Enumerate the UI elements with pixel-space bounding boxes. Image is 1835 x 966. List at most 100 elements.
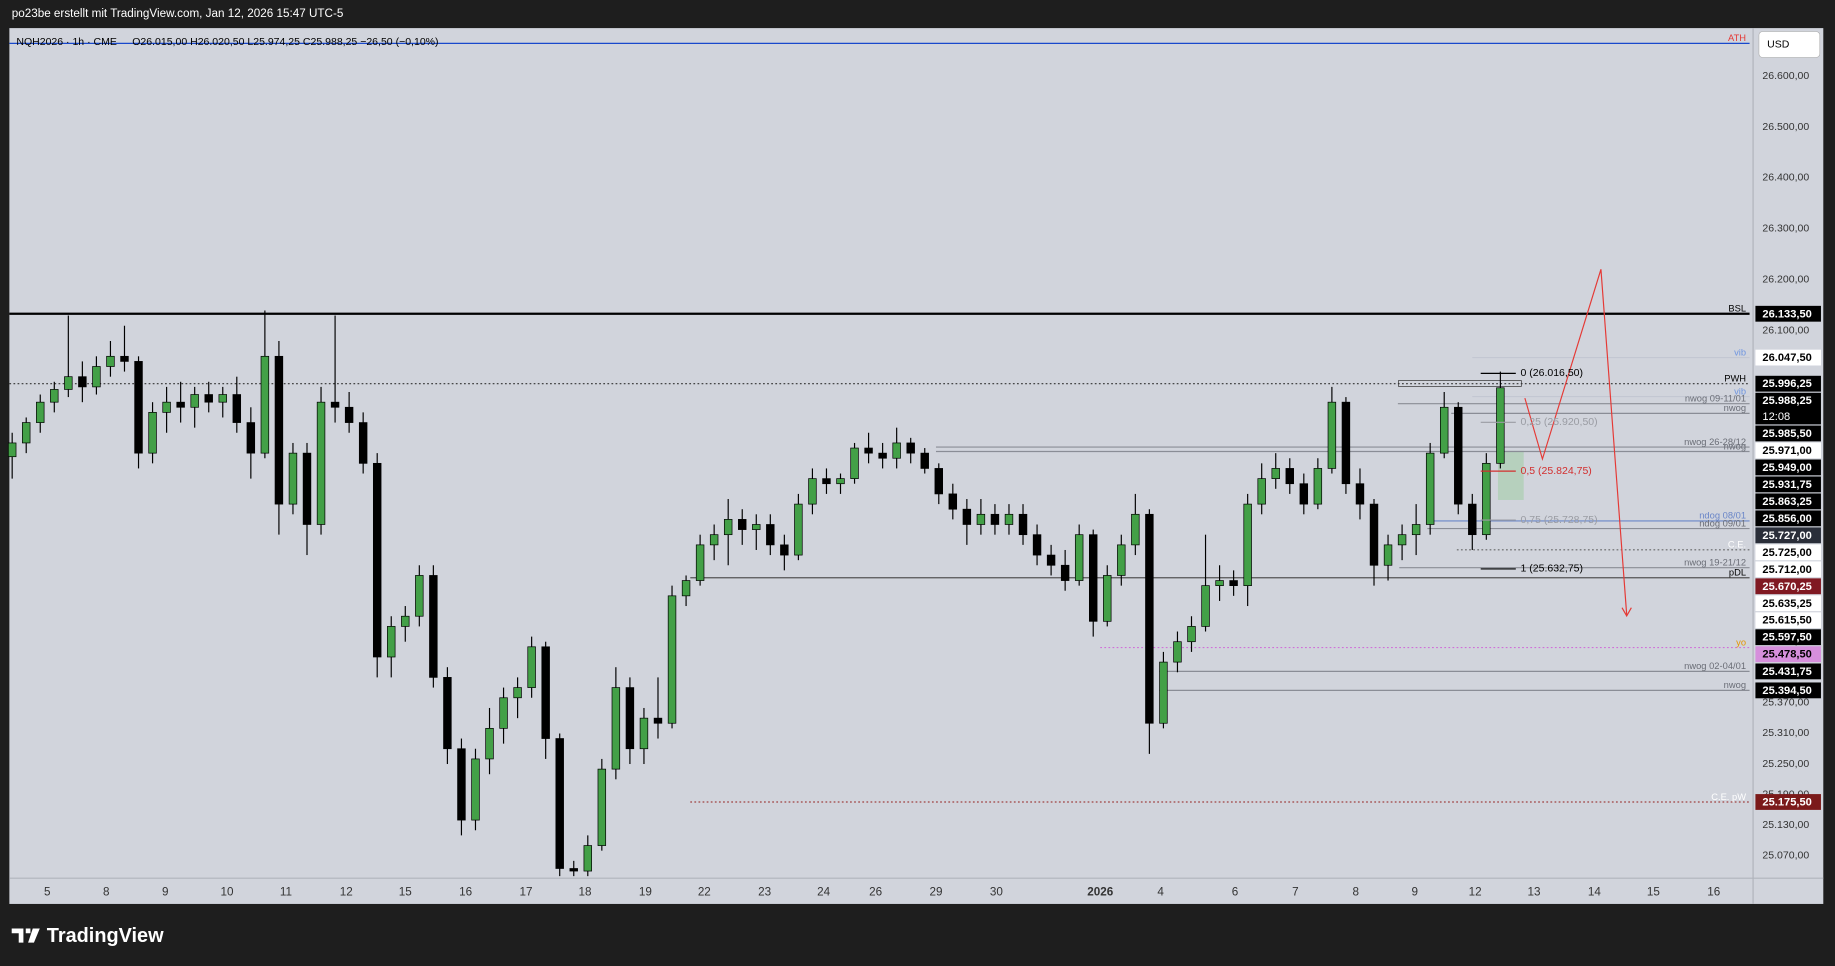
candle-body xyxy=(527,646,536,688)
x-tick-label: 10 xyxy=(220,885,233,898)
candle-body xyxy=(555,738,564,869)
price-label-box xyxy=(1755,612,1821,629)
candle-body xyxy=(1018,513,1028,536)
price-label: 25.635,25 xyxy=(1762,598,1811,610)
level-label: nwog xyxy=(1724,680,1746,690)
x-tick-label: 14 xyxy=(1588,885,1601,898)
price-label-box xyxy=(1755,578,1821,595)
candle-body xyxy=(1397,534,1407,546)
candle-body xyxy=(752,524,761,530)
candle-body xyxy=(21,422,31,444)
level-label: vib xyxy=(1734,386,1746,396)
candle-body xyxy=(162,401,171,413)
projection: 0 (26.016,50) 0,25 (25.920,50) 0,5 (25.824… xyxy=(1480,269,1632,618)
x-tick-label: 9 xyxy=(1411,885,1418,898)
candle-body xyxy=(1131,513,1140,546)
countdown: 12:08 xyxy=(1762,411,1790,423)
price-label: 25.727,00 xyxy=(1762,530,1811,542)
candle-body xyxy=(597,768,607,846)
candle-body xyxy=(443,677,452,750)
price-label: 25.670,25 xyxy=(1762,581,1811,593)
candle-body xyxy=(344,406,354,423)
candle-body xyxy=(7,442,17,458)
candle-body xyxy=(906,442,915,454)
price-label: 26.133,50 xyxy=(1762,308,1811,320)
candle-body xyxy=(457,748,466,821)
price-label-box xyxy=(1755,682,1821,699)
price-label-box xyxy=(1755,425,1821,442)
price-label-box xyxy=(1755,595,1821,612)
currency-box[interactable] xyxy=(1758,31,1821,58)
x-tick-label: 8 xyxy=(1353,885,1360,898)
candle-body xyxy=(50,389,59,403)
candle-body xyxy=(1468,503,1477,536)
level-label: nwog xyxy=(1724,403,1746,413)
candle-body xyxy=(1425,452,1435,525)
price-label-box xyxy=(1755,476,1821,493)
x-tick-label: 24 xyxy=(817,885,830,898)
candle-body xyxy=(1369,503,1379,566)
candle-body xyxy=(738,519,747,530)
candle-body xyxy=(471,758,480,821)
candle-body xyxy=(1103,575,1112,622)
symbol-legend: NQH2026 · 1h · CME xyxy=(16,36,116,48)
candle-body xyxy=(780,544,789,556)
price-label-box xyxy=(1755,527,1821,544)
price-label-box xyxy=(1755,561,1821,578)
x-tick-label: 17 xyxy=(520,885,533,898)
level-label: nwog xyxy=(1724,441,1746,451)
level-label: nwog 02-04/01 xyxy=(1684,661,1746,671)
x-tick-label: 15 xyxy=(399,885,412,898)
candle-body xyxy=(1439,406,1449,454)
candle-body xyxy=(1201,585,1210,627)
candle-body xyxy=(1074,534,1084,581)
x-tick-label: 26 xyxy=(869,885,882,898)
level-label: pDL xyxy=(1729,568,1746,578)
candle-body xyxy=(134,361,143,454)
candle-body xyxy=(864,447,873,454)
candle-body xyxy=(288,452,298,505)
candle-body xyxy=(1482,462,1491,536)
candle-body xyxy=(176,401,185,408)
y-tick-label: 25.370,00 xyxy=(1762,697,1809,709)
candle-body xyxy=(639,717,649,750)
price-label: 25.725,00 xyxy=(1762,547,1811,559)
price-label-box xyxy=(1755,305,1821,322)
x-tick-label: 13 xyxy=(1528,885,1541,898)
y-tick-label: 26.600,00 xyxy=(1762,70,1809,82)
x-tick-label: 8 xyxy=(103,885,110,898)
x-tick-label: 9 xyxy=(162,885,169,898)
y-tick-label: 26.300,00 xyxy=(1762,223,1809,235)
x-tick-label: 6 xyxy=(1232,885,1239,898)
candle-body xyxy=(1089,534,1098,622)
candle-body xyxy=(120,355,129,362)
fib-label: 0,25 (25.920,50) xyxy=(1520,416,1597,428)
price-label: 25.712,00 xyxy=(1762,564,1811,576)
x-tick-label: 30 xyxy=(990,885,1003,898)
candle-body xyxy=(302,452,312,525)
candle-body xyxy=(1313,468,1323,505)
candle-body xyxy=(1187,626,1196,643)
level-label: ndog 09/01 xyxy=(1699,518,1746,528)
x-tick-label: 18 xyxy=(578,885,591,898)
candle-body xyxy=(316,401,326,525)
level-label: yo xyxy=(1736,637,1746,647)
level-label: BSL xyxy=(1728,304,1746,314)
candle-body xyxy=(836,478,845,485)
price-label: 25.175,50 xyxy=(1762,797,1811,809)
x-tick-label: 5 xyxy=(44,885,51,898)
price-label: 25.863,25 xyxy=(1762,496,1811,508)
level-label: ndog 08/01 xyxy=(1699,511,1746,521)
y-tick-label: 25.130,00 xyxy=(1762,819,1809,831)
candle-body xyxy=(232,394,242,423)
level-label: C.E. xyxy=(1728,540,1746,550)
candle-body xyxy=(723,519,733,536)
price-label-box xyxy=(1755,442,1821,459)
y-tick-label: 25.310,00 xyxy=(1762,727,1809,739)
x-tick-label: 12 xyxy=(1469,885,1482,898)
candle-body xyxy=(415,575,424,617)
x-tick-label: 11 xyxy=(280,885,292,898)
candle-body xyxy=(358,422,368,464)
candle-body xyxy=(78,376,87,388)
